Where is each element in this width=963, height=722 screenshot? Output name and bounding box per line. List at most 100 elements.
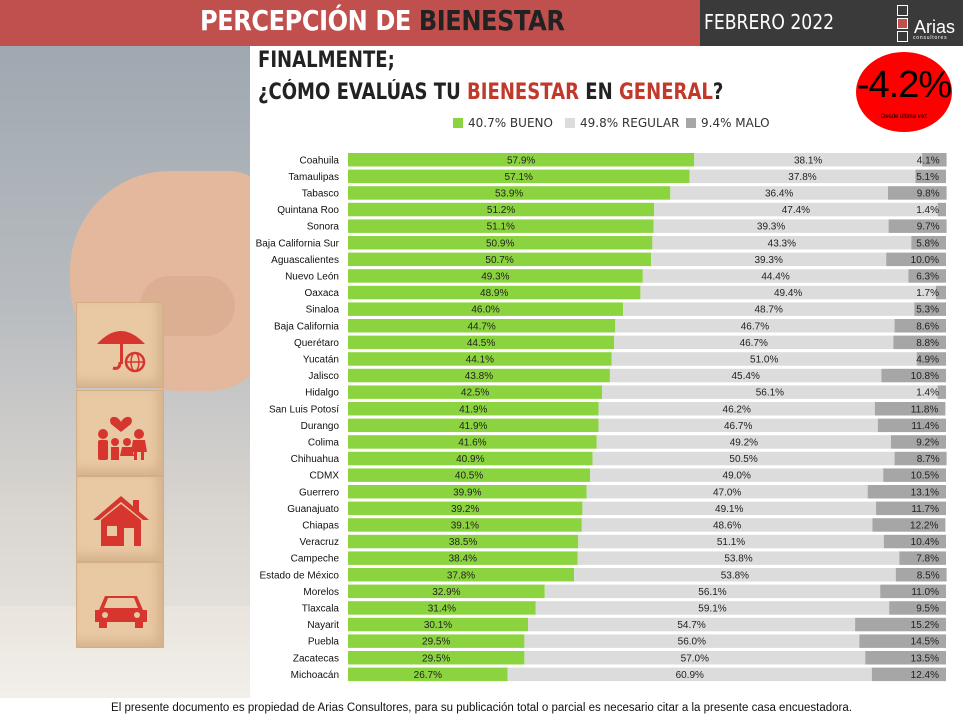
- value-label-bueno: 43.8%: [465, 371, 493, 382]
- category-label: Jalisco: [308, 371, 339, 382]
- bar-segment-malo: [865, 651, 946, 665]
- category-label: San Luis Potosí: [269, 404, 339, 415]
- bar-segment-malo: [883, 534, 946, 549]
- value-label-regular: 43.3%: [768, 238, 796, 249]
- value-label-bueno: 49.3%: [481, 271, 509, 282]
- bar-segment-regular: [689, 169, 916, 184]
- bar-segment-regular: [611, 352, 917, 366]
- umbrella-globe-icon: [97, 331, 146, 373]
- value-label-regular: 49.0%: [723, 471, 751, 482]
- value-label-regular: 50.5%: [729, 454, 757, 465]
- bar-segment-bueno: [348, 269, 643, 283]
- legend-regular: 49.8% REGULAR: [565, 116, 679, 130]
- block-family: [76, 390, 164, 476]
- value-label-bueno: 32.9%: [432, 587, 460, 598]
- value-label-malo: 1.7%: [916, 288, 939, 299]
- question-highlight-general: GENERAL: [619, 80, 713, 105]
- bar-segment-malo: [887, 186, 947, 200]
- question-text-pre: ¿CÓMO EVALÚAS TU: [258, 80, 468, 105]
- title-part2: BIENESTAR: [418, 4, 565, 37]
- value-label-bueno: 48.9%: [480, 288, 508, 299]
- question-line2: ¿CÓMO EVALÚAS TU BIENESTAR EN GENERAL?: [258, 80, 723, 105]
- bar-segment-malo: [895, 568, 947, 582]
- footer-disclaimer: El presente documento es propiedad de Ar…: [111, 702, 852, 714]
- category-label: Oaxaca: [305, 288, 340, 299]
- header-date-bar: [700, 0, 963, 46]
- bar-segment-malo: [899, 551, 946, 565]
- value-label-malo: 4.1%: [917, 155, 940, 166]
- bar-segment-regular: [602, 385, 938, 399]
- bar-segment-malo: [880, 584, 946, 599]
- bar-segment-regular: [598, 402, 875, 416]
- bar-segment-malo: [881, 368, 946, 383]
- value-label-malo: 11.7%: [911, 504, 939, 515]
- change-badge-value: -4.2%: [856, 64, 952, 106]
- value-label-bueno: 41.9%: [459, 421, 487, 432]
- value-label-malo: 11.4%: [911, 421, 939, 432]
- value-label-regular: 46.7%: [724, 421, 752, 432]
- bar-segment-regular: [590, 468, 884, 482]
- bar-segment-bueno: [348, 468, 591, 482]
- value-label-malo: 9.2%: [916, 437, 939, 448]
- bar-segment-malo: [871, 667, 946, 682]
- bar-segment-bueno: [348, 501, 583, 516]
- category-label: Guerrero: [299, 487, 339, 498]
- bar-segment-bueno: [348, 402, 599, 416]
- value-label-bueno: 44.7%: [467, 321, 495, 332]
- bar-segment-regular: [527, 617, 856, 632]
- value-label-regular: 59.1%: [698, 603, 726, 614]
- legend-label-bueno: 40.7% BUENO: [468, 116, 553, 130]
- bar-segment-malo: [859, 634, 946, 648]
- value-label-regular: 49.4%: [774, 288, 802, 299]
- bar-segment-bueno: [348, 617, 528, 632]
- value-label-bueno: 39.9%: [453, 487, 481, 498]
- legend-swatch-bueno: [453, 118, 463, 128]
- bar-segment-regular: [581, 518, 873, 532]
- bar-segment-bueno: [348, 534, 579, 549]
- bar-segment-regular: [652, 236, 912, 250]
- value-label-regular: 45.4%: [731, 371, 759, 382]
- logo-square-icon: [897, 5, 908, 16]
- question-text-mid: EN: [579, 80, 620, 105]
- bar-segment-bueno: [348, 202, 655, 217]
- category-label: Nuevo León: [285, 271, 339, 282]
- category-label: Michoacán: [291, 670, 339, 681]
- value-label-regular: 36.4%: [765, 188, 793, 199]
- category-label: Colima: [308, 437, 340, 448]
- bar-segment-bueno: [348, 285, 641, 300]
- bar-segment-malo: [894, 319, 946, 333]
- bar-segment-malo: [893, 335, 946, 350]
- block-house: [76, 476, 164, 562]
- category-label: Chiapas: [302, 520, 339, 531]
- category-label: Quintana Roo: [277, 205, 339, 216]
- bar-segment-bueno: [348, 551, 578, 565]
- value-label-malo: 13.1%: [911, 487, 939, 498]
- bar-segment-bueno: [348, 568, 575, 582]
- logo-square-icon: [897, 31, 908, 42]
- value-label-malo: 7.8%: [916, 554, 939, 565]
- stacked-bar-chart: Coahuila 57.9% 38.1% 4.1% Tamaulipas 57.1% 37.…: [256, 153, 947, 682]
- category-label: Zacatecas: [293, 653, 339, 664]
- value-label-malo: 10.4%: [911, 537, 939, 548]
- category-label: Tabasco: [302, 188, 340, 199]
- category-label: Querétaro: [294, 338, 339, 349]
- value-label-bueno: 44.5%: [467, 338, 495, 349]
- value-label-bueno: 30.1%: [424, 620, 452, 631]
- category-label: CDMX: [310, 471, 340, 482]
- bar-segment-regular: [582, 501, 877, 516]
- value-label-regular: 60.9%: [676, 670, 704, 681]
- value-label-malo: 15.2%: [911, 620, 939, 631]
- category-label: Hidalgo: [305, 388, 339, 399]
- bar-segment-malo: [890, 435, 946, 449]
- value-label-malo: 13.5%: [911, 653, 939, 664]
- bar-segment-bueno: [348, 584, 545, 599]
- category-label: Puebla: [308, 637, 340, 648]
- bar-segment-regular: [578, 534, 884, 549]
- bar-segment-bueno: [348, 435, 597, 449]
- value-label-regular: 47.4%: [782, 205, 810, 216]
- value-label-bueno: 29.5%: [422, 637, 450, 648]
- value-label-bueno: 40.9%: [456, 454, 484, 465]
- bar-segment-bueno: [348, 418, 599, 433]
- bar-segment-bueno: [348, 302, 624, 316]
- bar-segment-bueno: [348, 153, 695, 167]
